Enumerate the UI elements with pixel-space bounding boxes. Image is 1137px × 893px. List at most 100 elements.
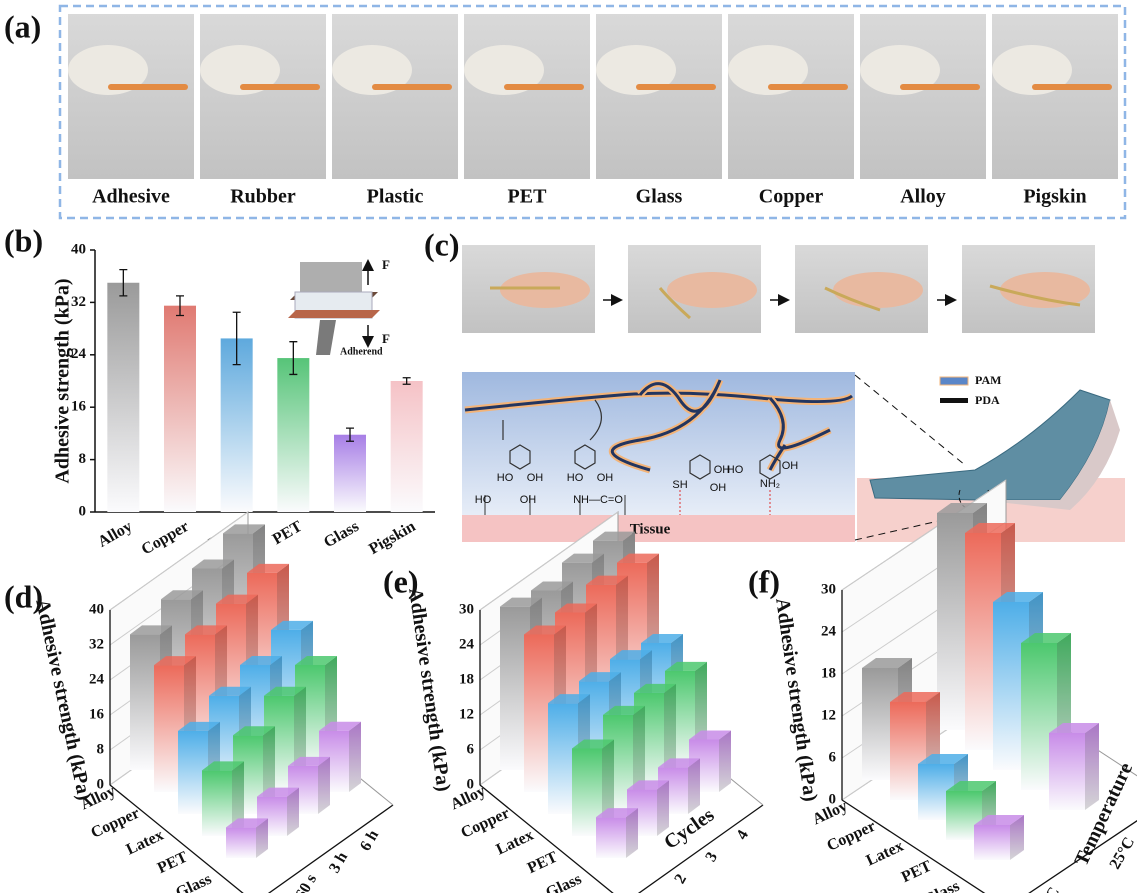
bar-top (161, 590, 203, 600)
photo-label: Alloy (900, 186, 946, 208)
error-bar (176, 295, 184, 317)
glove (332, 45, 412, 95)
chem-label: HO (727, 464, 744, 476)
bar-top (596, 808, 638, 818)
y-tick-label: 16 (89, 706, 105, 722)
photo (68, 14, 194, 179)
bar-top (240, 656, 282, 665)
panel-label: (e) (383, 563, 419, 599)
x-tick-label: Copper (139, 518, 192, 559)
chem-label: NH—C=O (573, 494, 623, 506)
bar-side-shade (657, 780, 669, 836)
y-tick-label: 0 (79, 503, 87, 519)
error-bar (119, 269, 128, 297)
panel-c-photos (462, 245, 1095, 333)
bar-top (216, 594, 258, 604)
bar (220, 338, 253, 512)
y-tick-label: 0 (467, 776, 475, 792)
glove (596, 45, 676, 95)
category-label: Latex (494, 827, 537, 859)
legend-label: PDA (975, 393, 1000, 407)
category-label: PET (899, 857, 935, 886)
bar-top (257, 787, 299, 797)
photo-label: Adhesive (92, 186, 170, 208)
error-bar (232, 311, 241, 366)
photo (728, 14, 854, 179)
chem-label: HO (497, 472, 514, 484)
series-label: 4 (733, 827, 752, 842)
y-tick-label: 8 (79, 451, 87, 467)
bar-top (130, 625, 172, 635)
bar-side-shade (256, 818, 268, 858)
bar-top (531, 581, 573, 591)
bar-side (318, 756, 330, 814)
chemistry-diagram (462, 372, 855, 542)
y-tick-label: 24 (71, 346, 87, 362)
grid-line (109, 511, 249, 611)
bar-side-shade (349, 721, 361, 792)
bar-side-shade (232, 761, 244, 836)
category-label: Copper (824, 818, 878, 855)
y-tick-label: 6 (467, 741, 475, 757)
photo-label: Glass (636, 186, 683, 208)
bar-side-shade (688, 758, 700, 814)
bar-top (288, 756, 330, 766)
bar-top (603, 705, 645, 715)
category-label: Glass (921, 878, 962, 893)
bar-top (185, 625, 227, 635)
y-tick-label: 30 (459, 601, 474, 617)
bar-top (223, 524, 265, 534)
chem-label: NH₂ (760, 478, 780, 490)
y-tick-label: 0 (829, 791, 837, 807)
photo (332, 14, 458, 179)
adhesive-strip (768, 84, 848, 90)
annotation: Adherend (340, 346, 383, 357)
y-tick-label: 32 (71, 294, 86, 310)
bar-top (202, 761, 244, 771)
y-tick-label: 24 (459, 636, 475, 652)
glove (992, 45, 1072, 95)
bar-top (233, 726, 275, 736)
glove (68, 45, 148, 95)
bar-top (295, 656, 337, 665)
bar-top (937, 503, 987, 513)
panel-label: (d) (4, 578, 43, 614)
bar-side-shade (1085, 723, 1099, 810)
bar (202, 770, 232, 836)
bar-top (617, 553, 659, 563)
category-label: Copper (458, 805, 512, 842)
bar-top (264, 686, 306, 696)
y-tick-label: 40 (89, 601, 104, 617)
bar-top (1049, 723, 1099, 733)
bar-top (689, 730, 731, 740)
panel-label: (f) (748, 563, 780, 599)
bar-side-shade (1010, 815, 1024, 860)
bar-side (626, 808, 638, 858)
inset-diagram (288, 259, 380, 355)
bar-side (688, 758, 700, 814)
panel-label: (a) (4, 8, 41, 44)
y-axis-title: Adhesive strength (kPa) (404, 587, 454, 793)
bar-top (665, 661, 707, 671)
chem-label: OH (782, 460, 799, 472)
bar-top (178, 721, 220, 731)
bar-side (349, 721, 361, 792)
bar (334, 434, 366, 512)
grid-line (479, 511, 619, 611)
axis (109, 784, 244, 893)
glove (728, 45, 808, 95)
bar-top (965, 523, 1015, 533)
x-tick-label: Pigskin (366, 518, 418, 558)
bar-side (657, 780, 669, 836)
category-label: Latex (864, 838, 907, 870)
y-axis-title: Adhesive strength (kPa) (31, 597, 95, 802)
y-axis-title: Adhesive strength (kPa) (52, 278, 74, 483)
bar (1049, 733, 1085, 810)
bar-top (562, 553, 604, 563)
bar-top (634, 683, 676, 693)
axis (637, 804, 764, 893)
series-label: 3 h (326, 849, 351, 876)
legend-label: PAM (975, 373, 1001, 387)
adhesive-strip (372, 84, 452, 90)
y-tick-label: 12 (459, 706, 474, 722)
